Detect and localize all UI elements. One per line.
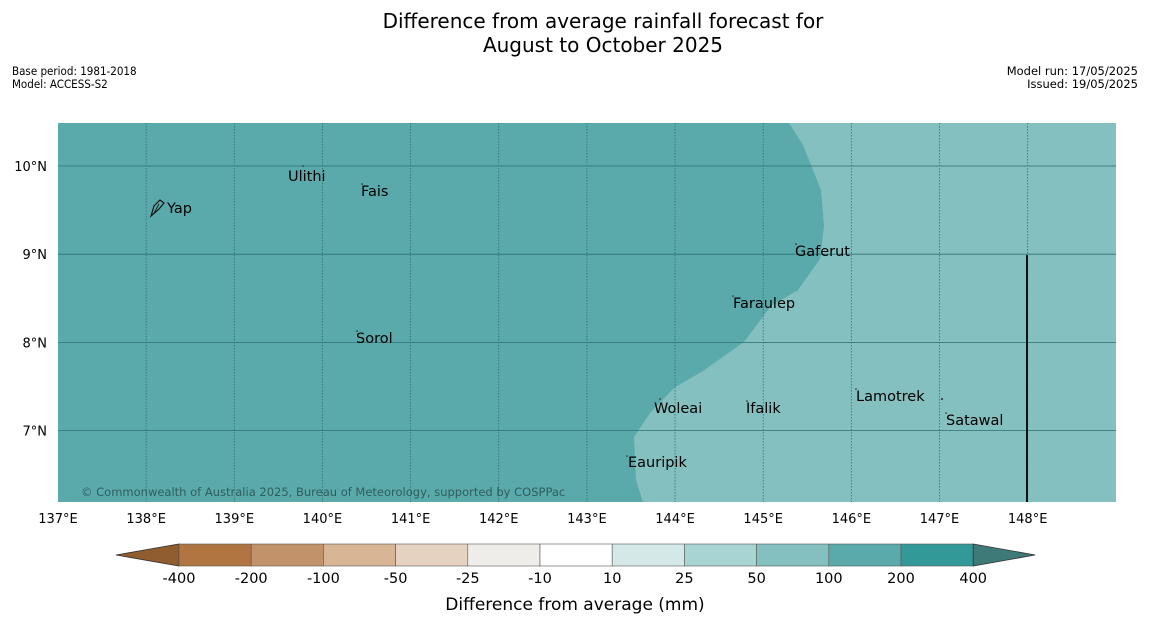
place-label-satawal: Satawal — [946, 413, 1003, 429]
colorbar-tick-label: -50 — [384, 571, 408, 587]
map-title: Difference from average rainfall forecas… — [0, 9, 1150, 57]
lon-tick-label: 140°E — [303, 512, 343, 527]
lamotrek-east-dot — [941, 398, 943, 400]
title-line-2: August to October 2025 — [482, 33, 724, 57]
lon-tick-label: 138°E — [126, 512, 166, 527]
lon-tick-label: 147°E — [920, 512, 960, 527]
colorbar-segment — [467, 543, 541, 567]
region-50-100mm — [634, 123, 1116, 502]
colorbar-tick-label: -200 — [235, 571, 268, 587]
colorbar-extension-low — [115, 543, 180, 567]
sorol-dot — [356, 330, 358, 332]
colorbar-segment — [539, 543, 613, 567]
lon-tick-label: 143°E — [567, 512, 607, 527]
colorbar-segment — [900, 543, 974, 567]
colorbar-extension-high — [972, 543, 1036, 567]
lon-tick-label: 144°E — [655, 512, 695, 527]
model-name: Model: ACCESS-S2 — [12, 76, 108, 91]
yap-island-detail — [153, 203, 160, 214]
gridlines — [58, 123, 1116, 502]
lon-tick-label: 141°E — [391, 512, 431, 527]
faraulep-dot — [732, 295, 734, 297]
lat-tick-label: 8°N — [23, 336, 48, 351]
colorbar-tick-label: 50 — [747, 571, 765, 587]
lon-tick-label: 148°E — [1008, 512, 1048, 527]
colorbar-segment — [395, 543, 469, 567]
place-label-faraulep: Faraulep — [733, 296, 795, 312]
colorbar-tick-label: -25 — [456, 571, 480, 587]
title-line-1: Difference from average rainfall forecas… — [382, 9, 824, 33]
place-label-ifalik: Ifalik — [746, 401, 781, 417]
issued-date: Issued: 19/05/2025 — [1027, 76, 1138, 91]
colorbar-tick-label: -10 — [528, 571, 552, 587]
colorbar-segment — [250, 543, 324, 567]
base-period: Base period: 1981-2018 — [12, 64, 137, 78]
colorbar-tick-label: 25 — [675, 571, 693, 587]
colorbar-tick-label: 400 — [959, 571, 987, 587]
colorbar-tick-labels: -400 -200 -100 -50 -25 -10 10 25 50 100 200 400 — [163, 571, 988, 587]
meta-right: Model run: 17/05/2025 Issued: 19/05/2025 — [1007, 65, 1138, 90]
lamotrek-dot — [855, 388, 857, 390]
place-label-fais: Fais — [361, 184, 388, 200]
colorbar-tick-label: 100 — [815, 571, 843, 587]
lon-tick-label: 145°E — [743, 512, 783, 527]
place-label-ulithi: Ulithi — [288, 169, 326, 185]
colorbar-segment — [611, 543, 685, 567]
satawal-dot — [945, 412, 947, 414]
woleai-dot — [659, 398, 661, 400]
meta-left: Base period: 1981-2018 Model: ACCESS-S2 — [12, 65, 137, 90]
lat-tick-label: 9°N — [23, 248, 48, 263]
longitude-tick-labels: 137°E 138°E 139°E 140°E 141°E 142°E 143°E 144°E… — [38, 512, 1047, 527]
lon-tick-label: 146°E — [832, 512, 872, 527]
colorbar-segment — [828, 543, 902, 567]
lon-tick-label: 137°E — [38, 512, 78, 527]
place-label-lamotrek: Lamotrek — [856, 389, 925, 405]
colorbar-segment — [756, 543, 830, 567]
model-run: Model run: 17/05/2025 — [1006, 64, 1138, 78]
colorbar — [115, 543, 1036, 567]
eauripik-dot — [626, 455, 628, 457]
fais-dot — [361, 183, 363, 185]
plot-area: Ulithi Fais Yap Gaferut Faraulep Sorol L… — [58, 123, 1116, 502]
place-label-sorol: Sorol — [356, 331, 393, 347]
colorbar-tick-label: 200 — [887, 571, 915, 587]
place-label-woleai: Woleai — [654, 401, 702, 417]
colorbar-tick-label: -400 — [163, 571, 196, 587]
lon-tick-label: 139°E — [215, 512, 255, 527]
lon-tick-label: 142°E — [479, 512, 519, 527]
place-label-yap: Yap — [166, 201, 192, 217]
ulithi-dot — [302, 165, 304, 167]
colorbar-title: Difference from average (mm) — [445, 595, 704, 615]
latitude-tick-labels: 10°N 9°N 8°N 7°N — [14, 160, 47, 440]
gaferut-dot — [795, 243, 797, 245]
colorbar-segment — [323, 543, 396, 567]
yap-island-shape — [149, 199, 165, 218]
lat-tick-label: 10°N — [14, 160, 47, 175]
place-label-gaferut: Gaferut — [795, 244, 850, 260]
place-label-eauripik: Eauripik — [628, 455, 687, 471]
colorbar-segment — [178, 543, 252, 567]
ifalik-dot — [746, 400, 748, 402]
colorbar-tick-label: -100 — [307, 571, 340, 587]
copyright-notice: © Commonwealth of Australia 2025, Bureau… — [81, 485, 565, 499]
lat-tick-label: 7°N — [23, 425, 48, 440]
colorbar-tick-label: 10 — [603, 571, 621, 587]
colorbar-segment — [684, 543, 757, 567]
